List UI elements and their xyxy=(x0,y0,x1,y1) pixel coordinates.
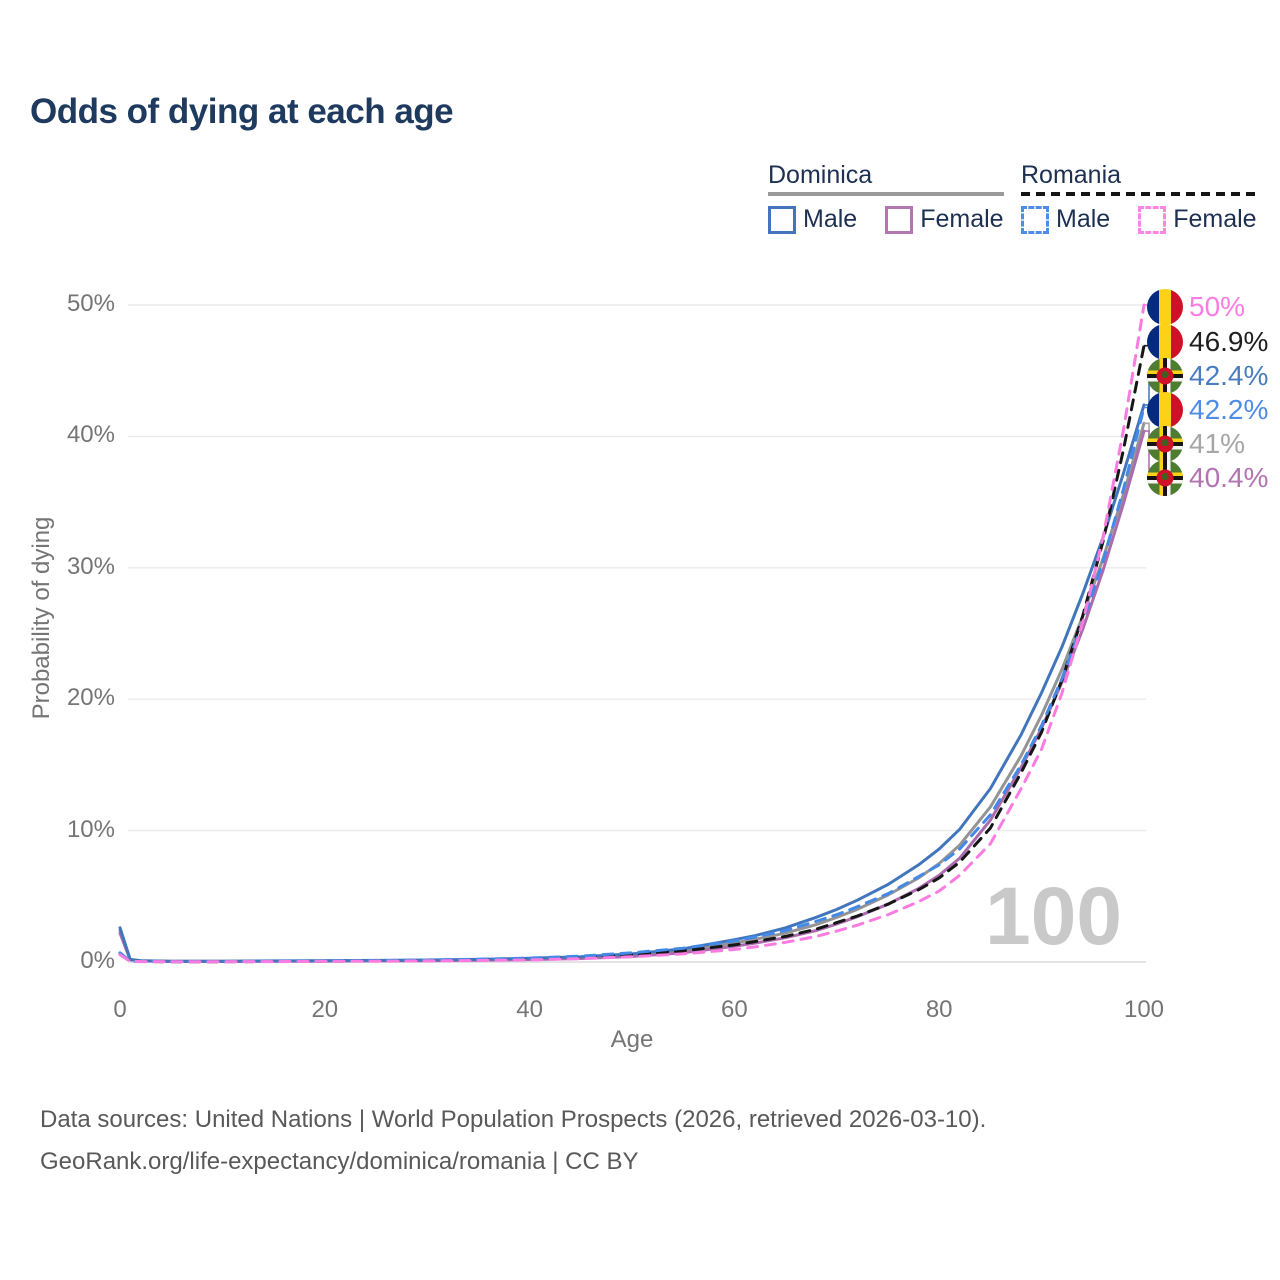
page-title: Odds of dying at each age xyxy=(30,92,454,131)
legend-item-romania-male[interactable]: Male xyxy=(1021,205,1110,234)
romania-flag-icon xyxy=(1147,392,1183,428)
source-url-text[interactable]: GeoRank.org/life-expectancy/dominica/rom… xyxy=(40,1148,639,1175)
legend-label-dominica-female: Female xyxy=(920,205,1004,233)
y-tick-30%: 30% xyxy=(66,552,115,580)
x-axis-title: Age xyxy=(610,1026,654,1053)
y-tick-50%: 50% xyxy=(66,290,115,317)
end-label-romania-total: 46.9% xyxy=(1147,324,1268,360)
x-tick-60: 60 xyxy=(721,996,748,1023)
end-label-value-dominica-total: 41% xyxy=(1189,428,1246,459)
legend-group-dominica: Dominica Male Female xyxy=(768,161,1004,234)
legend-item-romania-female[interactable]: Female xyxy=(1138,205,1257,234)
legend-label-romania-male: Male xyxy=(1056,205,1111,233)
curve-dominica-total xyxy=(118,421,1146,963)
y-tick-0%: 0% xyxy=(80,947,115,974)
dominica-female-swatch-icon xyxy=(885,205,914,234)
curve-dominica-male xyxy=(118,403,1146,963)
romania-flag-icon xyxy=(1147,324,1183,360)
end-label-dominica-total: 41% xyxy=(1147,426,1245,462)
curve-dominica-female xyxy=(118,429,1146,963)
curve-romania-total xyxy=(118,344,1146,964)
dominica-solid-line-swatch xyxy=(768,192,1004,196)
end-label-dominica-female: 40.4% xyxy=(1147,460,1268,496)
legend-label-romania-female: Female xyxy=(1173,205,1257,233)
x-tick-20: 20 xyxy=(311,996,339,1023)
x-tick-80: 80 xyxy=(925,996,953,1023)
age-counter-watermark: 100 xyxy=(985,871,1122,962)
x-tick-0: 0 xyxy=(113,996,127,1023)
romania-male-swatch-icon xyxy=(1021,205,1049,234)
end-label-romania-female: 50% xyxy=(1147,289,1245,325)
dominica-flag-icon xyxy=(1147,358,1183,394)
end-label-dominica-male: 42.4% xyxy=(1147,358,1268,394)
y-tick-10%: 10% xyxy=(66,815,115,843)
curve-romania-male xyxy=(118,406,1146,964)
end-label-value-dominica-female: 40.4% xyxy=(1189,462,1269,493)
romania-dashed-line-swatch xyxy=(1021,192,1257,196)
legend-item-dominica-male[interactable]: Male xyxy=(768,205,857,234)
dominica-flag-icon xyxy=(1147,460,1183,496)
legend-country-romania: Romania xyxy=(1021,161,1122,189)
end-label-value-dominica-male: 42.4% xyxy=(1189,360,1269,391)
legend-label-dominica-male: Male xyxy=(803,205,858,233)
legend-item-dominica-female[interactable]: Female xyxy=(885,205,1004,234)
legend-country-dominica: Dominica xyxy=(768,161,873,189)
dominica-male-swatch-icon xyxy=(768,205,796,234)
x-tick-100: 100 xyxy=(1123,996,1165,1023)
y-tick-40%: 40% xyxy=(66,421,115,449)
end-label-romania-male: 42.2% xyxy=(1147,392,1268,428)
end-label-value-romania-male: 42.2% xyxy=(1189,394,1269,425)
dominica-flag-icon xyxy=(1147,426,1183,462)
romania-female-swatch-icon xyxy=(1138,205,1167,234)
curve-romania-female xyxy=(118,303,1146,964)
data-sources-text: Data sources: United Nations | World Pop… xyxy=(40,1106,987,1133)
x-tick-40: 40 xyxy=(516,996,543,1023)
end-label-value-romania-total: 46.9% xyxy=(1189,326,1269,357)
romania-flag-icon xyxy=(1147,289,1183,325)
y-tick-20%: 20% xyxy=(66,684,115,712)
end-label-value-romania-female: 50% xyxy=(1189,291,1246,322)
legend-group-romania: Romania Male Female xyxy=(1021,161,1257,234)
